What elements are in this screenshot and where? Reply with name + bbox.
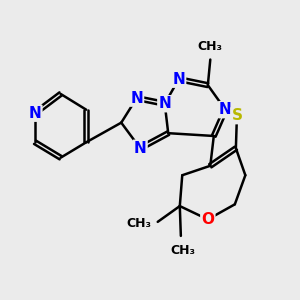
Text: CH₃: CH₃ [170, 244, 195, 256]
Text: N: N [172, 72, 185, 87]
Text: O: O [201, 212, 214, 227]
Text: N: N [158, 96, 171, 111]
Text: CH₃: CH₃ [198, 40, 223, 53]
Text: N: N [130, 91, 143, 106]
Text: N: N [219, 102, 232, 117]
Text: N: N [29, 106, 41, 121]
Text: CH₃: CH₃ [126, 217, 152, 230]
Text: S: S [231, 108, 242, 123]
Text: N: N [134, 141, 147, 156]
